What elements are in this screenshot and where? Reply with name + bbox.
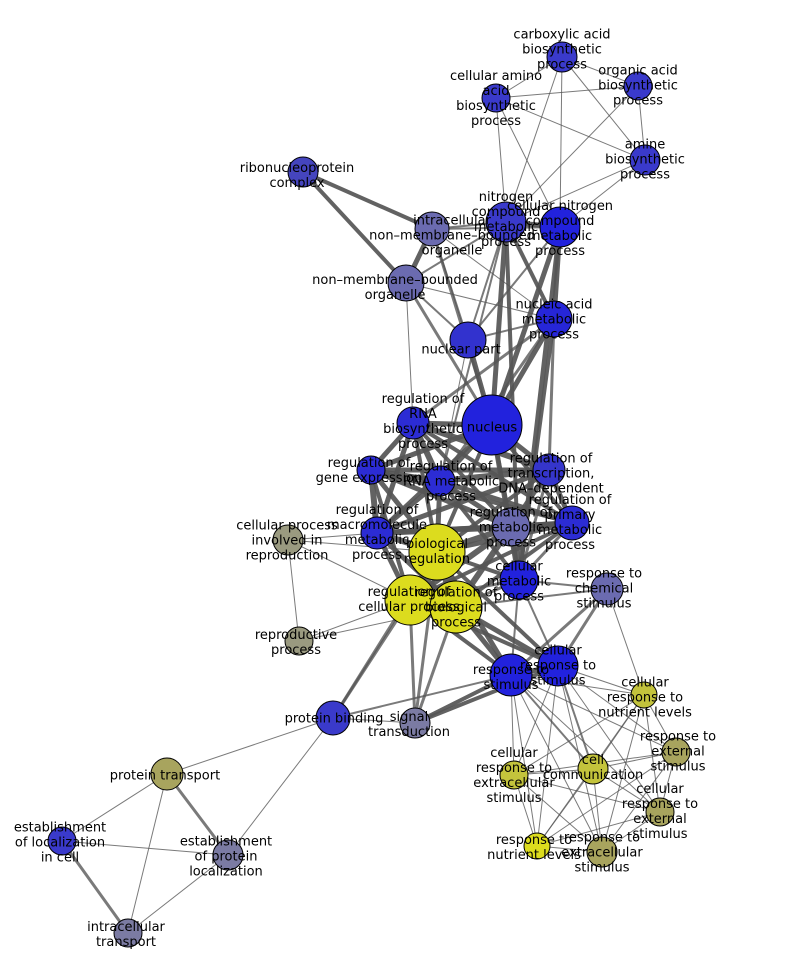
graph-edge: [495, 97, 561, 228]
graph-node-regulation-of-metabolic-process[interactable]: [491, 507, 531, 547]
graph-node-intracellular-transport[interactable]: [113, 918, 143, 948]
graph-node-cellular-process-involved-in-reproduction[interactable]: [272, 524, 304, 556]
graph-edge: [61, 840, 229, 856]
graph-edge: [505, 56, 563, 223]
graph-edge: [411, 317, 556, 425]
graph-edge: [557, 665, 603, 853]
graph-node-cellular-nitrogen-compound-metabolic-process[interactable]: [539, 206, 581, 248]
graph-edge: [601, 751, 677, 853]
graph-edge: [369, 468, 574, 525]
graph-edge: [413, 550, 439, 725]
graph-edge: [536, 751, 677, 847]
graph-node-protein-transport[interactable]: [150, 757, 184, 791]
graph-edge: [536, 811, 661, 847]
graph-edge: [405, 282, 414, 424]
graph-edge: [368, 467, 514, 530]
graph-edge: [489, 219, 509, 428]
graph-edge: [413, 664, 560, 725]
graph-node-regulation-of-transcription-dna-dependent[interactable]: [532, 453, 566, 487]
graph-node-response-to-stimulus[interactable]: [489, 653, 533, 697]
graph-edge: [513, 694, 645, 776]
graph-edge: [127, 854, 229, 934]
graph-node-non-membrane-bounded-organelle[interactable]: [387, 264, 425, 302]
graph-node-regulation-of-rna-biosynthetic-process[interactable]: [396, 406, 430, 440]
graph-node-regulation-of-macromolecule-metabolic-process[interactable]: [360, 516, 394, 550]
graph-node-cellular-amino-acid-biosynthetic-process[interactable]: [481, 83, 511, 113]
graph-edge: [408, 521, 574, 602]
edge-layer: [60, 56, 677, 935]
graph-node-protein-binding[interactable]: [315, 700, 351, 736]
graph-edge: [510, 674, 677, 753]
graph-node-regulation-of-cellular-process[interactable]: [384, 574, 436, 626]
graph-node-cellular-response-to-stimulus[interactable]: [537, 645, 579, 687]
node-layer: [47, 41, 691, 948]
graph-edge: [431, 228, 555, 320]
graph-node-ribonucleoprotein-complex[interactable]: [287, 156, 319, 188]
graph-edge: [510, 674, 645, 696]
graph-node-cell-communication[interactable]: [577, 753, 609, 785]
graph-edge: [165, 772, 230, 857]
graph-edge: [495, 85, 639, 99]
graph-node-response-to-external-stimulus[interactable]: [661, 737, 691, 767]
graph-node-establishment-of-localization-in-cell[interactable]: [47, 826, 77, 856]
graph-edge: [301, 170, 434, 231]
graph-edge: [332, 674, 512, 719]
graph-node-regulation-of-biological-process[interactable]: [429, 580, 483, 634]
graph-node-biological-regulation[interactable]: [408, 523, 466, 581]
graph-node-organic-acid-biosynthetic-process[interactable]: [623, 71, 653, 101]
graph-edge: [505, 85, 639, 223]
graph-edge: [557, 665, 677, 753]
graph-edge: [467, 221, 507, 341]
graph-node-cellular-metabolic-process[interactable]: [499, 560, 539, 600]
graph-edge: [495, 97, 646, 161]
graph-node-response-to-extracellular-stimulus[interactable]: [586, 836, 618, 868]
graph-node-regulation-of-gene-expression[interactable]: [356, 455, 386, 485]
graph-edge: [510, 674, 538, 847]
graph-node-signal-transduction[interactable]: [399, 707, 431, 739]
graph-node-regulation-of-rna-metabolic-process[interactable]: [424, 465, 456, 497]
graph-node-nucleus[interactable]: [461, 394, 523, 456]
graph-edge: [561, 56, 646, 161]
graph-edge: [60, 839, 130, 935]
graph-node-response-to-chemical-stimulus[interactable]: [590, 572, 624, 606]
graph-edge: [374, 467, 552, 536]
graph-edge: [495, 97, 507, 223]
graph-node-cellular-response-to-nutrient-levels[interactable]: [630, 681, 658, 709]
graph-edge: [467, 226, 561, 341]
graph-edge: [559, 56, 563, 228]
graph-edge: [643, 694, 661, 813]
graph-node-nitrogen-compound-metabolic-process[interactable]: [485, 201, 527, 243]
graph-edge: [606, 588, 645, 696]
graph-edge: [287, 539, 300, 642]
graph-edge: [510, 674, 603, 853]
graph-node-intracellular-non-membrane-bounded-organelle[interactable]: [414, 211, 450, 247]
graph-edge: [61, 773, 168, 842]
graph-edge: [536, 768, 594, 847]
graph-edge: [547, 317, 556, 472]
graph-edge: [227, 717, 334, 856]
graph-node-cellular-response-to-external-stimulus[interactable]: [645, 797, 675, 827]
graph-edge: [510, 674, 661, 813]
graph-edge: [505, 159, 646, 223]
graph-edge: [513, 774, 661, 813]
graph-node-nucleic-acid-metabolic-process[interactable]: [535, 300, 573, 338]
graph-node-response-to-nutrient-levels[interactable]: [523, 832, 551, 860]
graph-edge: [127, 773, 168, 934]
graph-edge: [601, 694, 645, 853]
graph-edge: [301, 170, 408, 285]
graph-node-establishment-of-protein-localization[interactable]: [212, 839, 244, 871]
graph-edge: [557, 665, 661, 813]
graph-edge: [513, 774, 603, 853]
graph-edge: [405, 282, 555, 320]
graph-edge: [536, 665, 559, 847]
graph-node-regulation-of-primary-metabolic-process[interactable]: [554, 505, 590, 541]
graph-node-carboxylic-acid-biosynthetic-process[interactable]: [546, 41, 578, 73]
graph-edge: [166, 717, 334, 775]
graph-node-reproductive-process[interactable]: [284, 626, 314, 656]
graph-node-nuclear-part[interactable]: [449, 321, 487, 359]
graph-node-cellular-response-to-extracellular-stimulus[interactable]: [499, 760, 529, 790]
graph-node-amine-biosynthetic-process[interactable]: [629, 144, 661, 176]
